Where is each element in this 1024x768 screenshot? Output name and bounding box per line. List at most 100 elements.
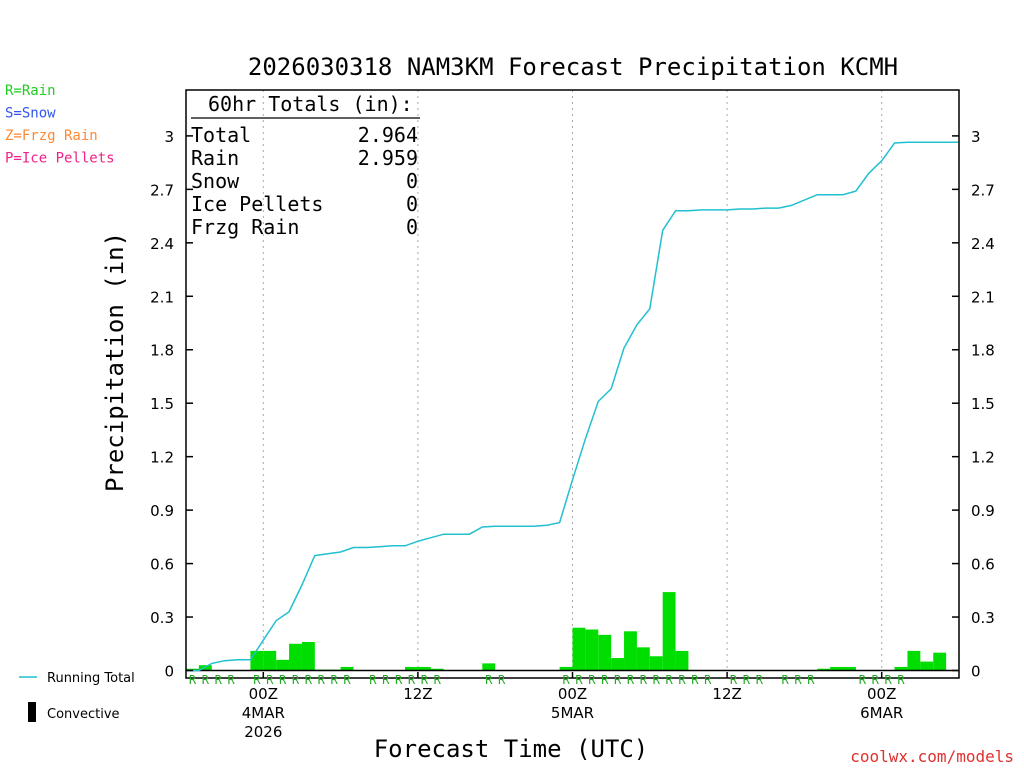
ptype-marker: R [305,673,313,687]
precip-bar [598,634,612,671]
ptype-marker: R [859,673,867,687]
y-axis-ticks: 0 00.3 0.30.6 0.60.9 0.91.2 1.21.5 1.51.8 1.82.… [150,128,995,681]
ptype-marker: R [756,673,764,687]
precip-bar [843,666,856,671]
totals-row-value: 0 [406,192,418,216]
ptype-marker: R [678,673,686,687]
precip-bar [405,666,418,671]
ptype-marker: R [292,673,300,687]
ptype-legend: R=Rain S=Snow Z=Frzg Rain P=Ice Pellets [5,83,115,167]
y-tick-label-left: 1.2 [150,449,174,467]
precip-bar [301,641,315,671]
precip-bar [649,656,663,671]
precip-bar [263,650,277,671]
x-gridlines [262,90,883,678]
precip-bar [933,652,947,671]
x-tick-label: 12Z [403,685,432,703]
y-tick-label-right: 1.8 [971,342,995,360]
precip-bar [675,650,689,671]
precip-bar [636,647,650,671]
ptype-marker: R [498,673,506,687]
ptype-marker: R [640,673,648,687]
precip-bar [830,666,844,671]
precip-bar [250,650,264,671]
ptype-marker: R [872,673,880,687]
precip-bar [585,629,599,671]
precip-bar [907,650,921,671]
ptype-marker: R [885,673,893,687]
totals-row-value: 0 [406,169,418,193]
totals-heading: 60hr Totals (in): [208,92,413,116]
running-total-legend-label: Running Total [47,671,135,686]
ptype-marker: R [395,673,403,687]
ptype-marker: R [781,673,789,687]
totals-row-label: Frzg Rain [191,215,299,239]
ptype-marker: R [279,673,287,687]
y-tick-label-left: 2.7 [150,181,174,199]
ptype-marker: R [369,673,377,687]
precip-bar [611,658,625,671]
y-tick-label-left: 1.8 [150,342,174,360]
ptype-marker: R [653,673,661,687]
precip-bar [559,666,573,671]
precip-bar [289,643,302,671]
x-tick-label: 12Z [712,685,741,703]
totals-row-value: 0 [406,215,418,239]
ptype-marker: R [485,673,493,687]
y-tick-label-left: 1.5 [150,395,174,413]
ptype-marker: R [382,673,390,687]
ptype-marker: R [266,673,274,687]
ptype-marker: R [807,673,815,687]
y-tick-label-right: 0.6 [971,556,995,574]
totals-row-label: Total [191,123,251,147]
precip-bar [482,663,496,671]
ptype-marker: R [614,673,622,687]
precip-bar [430,668,444,671]
ptype-legend-item: R=Rain [5,83,56,99]
hourly-bars [186,592,947,671]
y-tick-label-right: 3 [971,128,981,146]
ptype-marker: R [704,673,712,687]
ptype-marker: R [215,673,223,687]
y-tick-label-right: 0 [971,663,981,681]
y-tick-label-right: 1.5 [971,395,995,413]
precip-bar [186,668,199,671]
y-tick-label-left: 0.3 [150,609,174,627]
precip-bar [894,666,908,671]
precip-bar [920,661,934,671]
ptype-marker: R [421,673,429,687]
x-tick-label: 00Z [867,685,896,703]
precip-bar [417,666,431,671]
convective-legend-label: Convective [47,707,120,722]
y-tick-label-right: 2.1 [971,288,995,306]
ptype-marker: R [743,673,751,687]
precip-bar [572,627,586,671]
y-tick-label-right: 2.7 [971,181,995,199]
totals-box: 60hr Totals (in): Total 2.964 Rain 2.959 Snow… [191,92,420,239]
y-tick-label-left: 0.9 [150,502,174,520]
y-tick-label-right: 2.4 [971,235,995,253]
ptype-marker: R [202,673,210,687]
ptype-marker: R [434,673,442,687]
precip-bar [817,668,831,671]
ptype-legend-item: S=Snow [5,106,56,122]
y-tick-label-right: 0.9 [971,502,995,520]
totals-row-value: 2.964 [358,123,418,147]
x-tick-label: 2026 [244,723,282,741]
x-tick-label: 00Z [558,685,587,703]
ptype-marker: R [318,673,326,687]
ptype-marker: R [408,673,416,687]
totals-row-label: Ice Pellets [191,192,323,216]
convective-legend-swatch [28,702,36,722]
ptype-marker: R [666,673,674,687]
ptype-marker: R [227,673,235,687]
series-legend: Running Total Convective [19,671,135,722]
precip-bar [276,659,290,671]
x-axis-label: Forecast Time (UTC) [374,735,649,763]
credit-text: coolwx.com/models [850,747,1014,766]
precip-bar [340,666,354,671]
totals-row-value: 2.959 [358,146,418,170]
ptype-marker: R [331,673,339,687]
